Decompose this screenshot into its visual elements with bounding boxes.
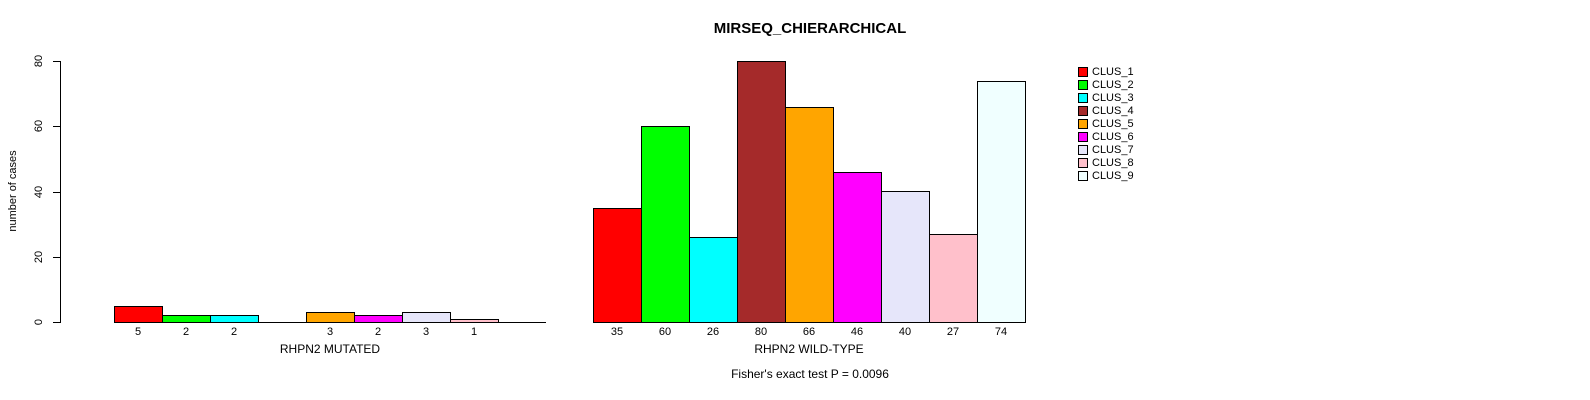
legend-label: CLUS_8 <box>1092 157 1134 169</box>
bar <box>929 234 978 323</box>
legend-label: CLUS_2 <box>1092 79 1134 91</box>
bar-value-label: 1 <box>470 326 478 338</box>
bar <box>402 312 451 323</box>
legend-label: CLUS_3 <box>1092 92 1134 104</box>
y-tick-label: 20 <box>33 250 45 264</box>
y-tick-mark <box>53 257 60 258</box>
legend-color-swatch <box>1078 93 1088 103</box>
y-axis-label: number of cases <box>7 150 19 232</box>
bar-value-label: 35 <box>610 326 624 338</box>
bar-value-label: 46 <box>850 326 864 338</box>
legend-color-swatch <box>1078 67 1088 77</box>
y-tick-mark <box>53 126 60 127</box>
y-tick-mark <box>53 61 60 62</box>
bar <box>641 126 690 323</box>
bar-value-label: 2 <box>374 326 382 338</box>
bar-value-label: 5 <box>134 326 142 338</box>
y-tick-label: 0 <box>33 318 45 326</box>
bar-value-label: 74 <box>994 326 1008 338</box>
bar-value-label: 3 <box>326 326 334 338</box>
bar <box>162 315 211 323</box>
bar-value-label: 60 <box>658 326 672 338</box>
bar <box>114 306 163 323</box>
legend-label: CLUS_4 <box>1092 105 1134 117</box>
bar-value-label: 66 <box>802 326 816 338</box>
bar <box>785 107 834 323</box>
bar <box>689 237 738 323</box>
y-tick-label: 40 <box>33 185 45 199</box>
bar-value-label: 3 <box>422 326 430 338</box>
bar <box>737 61 786 323</box>
group-label: RHPN2 WILD-TYPE <box>754 342 864 356</box>
y-tick-mark <box>53 322 60 323</box>
bar <box>306 312 355 323</box>
legend-color-swatch <box>1078 158 1088 168</box>
legend-label: CLUS_7 <box>1092 144 1134 156</box>
bar-value-label: 40 <box>898 326 912 338</box>
group-label: RHPN2 MUTATED <box>279 342 381 356</box>
legend-label: CLUS_5 <box>1092 118 1134 130</box>
legend-color-swatch <box>1078 119 1088 129</box>
y-axis-line <box>60 61 61 323</box>
legend-color-swatch <box>1078 106 1088 116</box>
y-tick-mark <box>53 192 60 193</box>
legend-color-swatch <box>1078 80 1088 90</box>
bar <box>210 315 259 323</box>
fisher-test-note: Fisher's exact test P = 0.0096 <box>731 367 889 381</box>
legend-color-swatch <box>1078 132 1088 142</box>
bar <box>354 315 403 323</box>
y-tick-label: 60 <box>33 119 45 133</box>
legend-label: CLUS_9 <box>1092 170 1134 182</box>
bar <box>593 208 642 323</box>
bar-value-label: 26 <box>706 326 720 338</box>
bar-value-label: 2 <box>182 326 190 338</box>
bar <box>450 319 499 323</box>
bar-value-label: 27 <box>946 326 960 338</box>
legend-color-swatch <box>1078 171 1088 181</box>
bar-value-label: 2 <box>230 326 238 338</box>
bar <box>833 172 882 323</box>
y-tick-label: 80 <box>33 54 45 68</box>
bar <box>881 191 930 323</box>
legend-color-swatch <box>1078 145 1088 155</box>
legend-label: CLUS_1 <box>1092 66 1134 78</box>
legend-label: CLUS_6 <box>1092 131 1134 143</box>
chart-title: MIRSEQ_CHIERARCHICAL <box>713 20 907 37</box>
bar-value-label: 80 <box>754 326 768 338</box>
bar <box>977 81 1026 323</box>
